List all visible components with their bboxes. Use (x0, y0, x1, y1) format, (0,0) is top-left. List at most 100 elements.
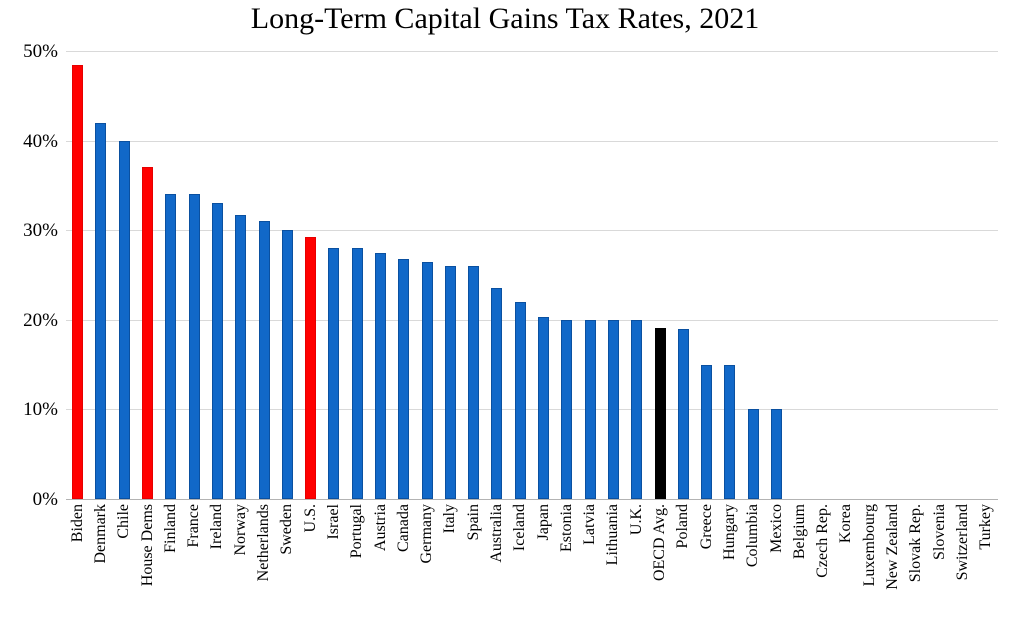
bar-Netherlands (258, 221, 270, 499)
x-category-label-Greece: Greece (697, 504, 715, 550)
bar-Chile (118, 140, 130, 499)
bar-slot (975, 51, 998, 499)
bar-series (66, 51, 998, 499)
gridline-50% (66, 51, 998, 52)
bar-Estonia (561, 319, 573, 499)
x-category-label-Norway: Norway (231, 504, 249, 556)
x-label-cell: Latvia (579, 504, 602, 545)
bar-Australia (491, 288, 503, 499)
y-tick-label-40%: 40% (23, 130, 58, 152)
x-axis-category-labels: Biden Denmark Chile House Dems Finland France… (66, 504, 998, 626)
x-label-cell: Lithuania (602, 504, 625, 565)
bar-slot (415, 51, 438, 499)
x-category-label-Denmark: Denmark (91, 504, 109, 564)
x-label-cell: Turkey (975, 504, 998, 550)
y-tick-label-0%: 0% (32, 489, 58, 510)
bar-slot (579, 51, 602, 499)
bar-Latvia (584, 319, 596, 499)
x-label-cell: Columbia (742, 504, 765, 567)
bar-Israel (328, 248, 340, 499)
bar-slot (276, 51, 299, 499)
x-label-cell: Italy (439, 504, 462, 533)
x-category-label-Lithuania: Lithuania (604, 504, 622, 566)
bar-Greece (701, 364, 713, 499)
x-label-cell: Portugal (346, 504, 369, 558)
bar-slot (602, 51, 625, 499)
bar-Denmark (95, 122, 107, 499)
x-category-label-Slovenia: Slovenia (930, 504, 948, 560)
bar-Japan (538, 317, 550, 499)
x-label-cell: Biden (66, 504, 89, 542)
bar-slot (951, 51, 974, 499)
bar-Austria (375, 252, 386, 499)
x-category-label-France: France (185, 504, 203, 548)
bar-slot (928, 51, 951, 499)
x-category-label-Luxembourg: Luxembourg (860, 504, 878, 587)
bar-U.S. (305, 237, 317, 499)
x-category-label-Netherlands: Netherlands (255, 504, 273, 582)
x-label-cell: France (182, 504, 205, 548)
x-label-cell: Denmark (89, 504, 112, 564)
x-category-label-Latvia: Latvia (581, 504, 599, 545)
bar-Biden (72, 65, 84, 499)
x-label-cell: Slovak Rep. (905, 504, 928, 582)
bar-Ireland (211, 203, 223, 499)
x-category-label-Korea: Korea (837, 504, 855, 544)
y-tick-label-20%: 20% (23, 309, 58, 331)
x-label-cell: Hungary (718, 504, 741, 560)
x-category-label-Estonia: Estonia (557, 504, 575, 552)
x-label-cell: Belgium (788, 504, 811, 559)
x-category-label-Chile: Chile (115, 504, 133, 539)
bar-slot (858, 51, 881, 499)
x-category-label-Sweden: Sweden (278, 504, 296, 555)
x-axis-line (66, 499, 998, 500)
x-category-label-Italy: Italy (441, 504, 459, 534)
bar-slot (695, 51, 718, 499)
x-label-cell: Spain (462, 504, 485, 540)
x-label-cell: Czech Rep. (812, 504, 835, 578)
bar-slot (182, 51, 205, 499)
bar-Iceland (514, 301, 526, 499)
x-category-label-Israel: Israel (324, 504, 342, 540)
x-label-cell: Austria (369, 504, 392, 551)
bar-slot (625, 51, 648, 499)
bar-slot (346, 51, 369, 499)
bar-slot (66, 51, 89, 499)
x-category-label-House Dems: House Dems (138, 504, 156, 587)
bar-slot (206, 51, 229, 499)
x-label-cell: Sweden (276, 504, 299, 555)
x-label-cell: Netherlands (252, 504, 275, 581)
gridline-30% (66, 230, 998, 232)
bar-slot (159, 51, 182, 499)
bar-slot (229, 51, 252, 499)
bar-Portugal (351, 248, 363, 499)
x-category-label-Portugal: Portugal (348, 504, 366, 559)
bar-slot (299, 51, 322, 499)
bar-Columbia (747, 409, 759, 499)
x-category-label-Czech Rep.: Czech Rep. (814, 504, 832, 578)
bar-slot (672, 51, 695, 499)
x-category-label-Belgium: Belgium (790, 504, 808, 560)
x-category-label-Australia: Australia (487, 504, 505, 563)
y-tick-label-30%: 30% (23, 220, 58, 242)
bar-slot (462, 51, 485, 499)
y-tick-label-10%: 10% (23, 399, 58, 421)
bar-slot (812, 51, 835, 499)
x-category-label-Slovak Rep.: Slovak Rep. (907, 504, 925, 583)
x-category-label-Austria: Austria (371, 504, 389, 552)
bar-Poland (677, 328, 689, 499)
bar-slot (136, 51, 159, 499)
x-label-cell: Switzerland (951, 504, 974, 580)
x-category-label-Switzerland: Switzerland (953, 504, 971, 581)
x-label-cell: Australia (485, 504, 508, 563)
bar-slot (788, 51, 811, 499)
bar-OECD Avg. (654, 327, 666, 499)
bar-slot (648, 51, 671, 499)
bar-U.K. (631, 319, 643, 499)
bar-slot (113, 51, 136, 499)
x-label-cell: Japan (532, 504, 555, 540)
bar-Hungary (724, 364, 736, 499)
bar-Lithuania (607, 319, 619, 499)
bar-slot (532, 51, 555, 499)
bar-Spain (468, 266, 480, 499)
